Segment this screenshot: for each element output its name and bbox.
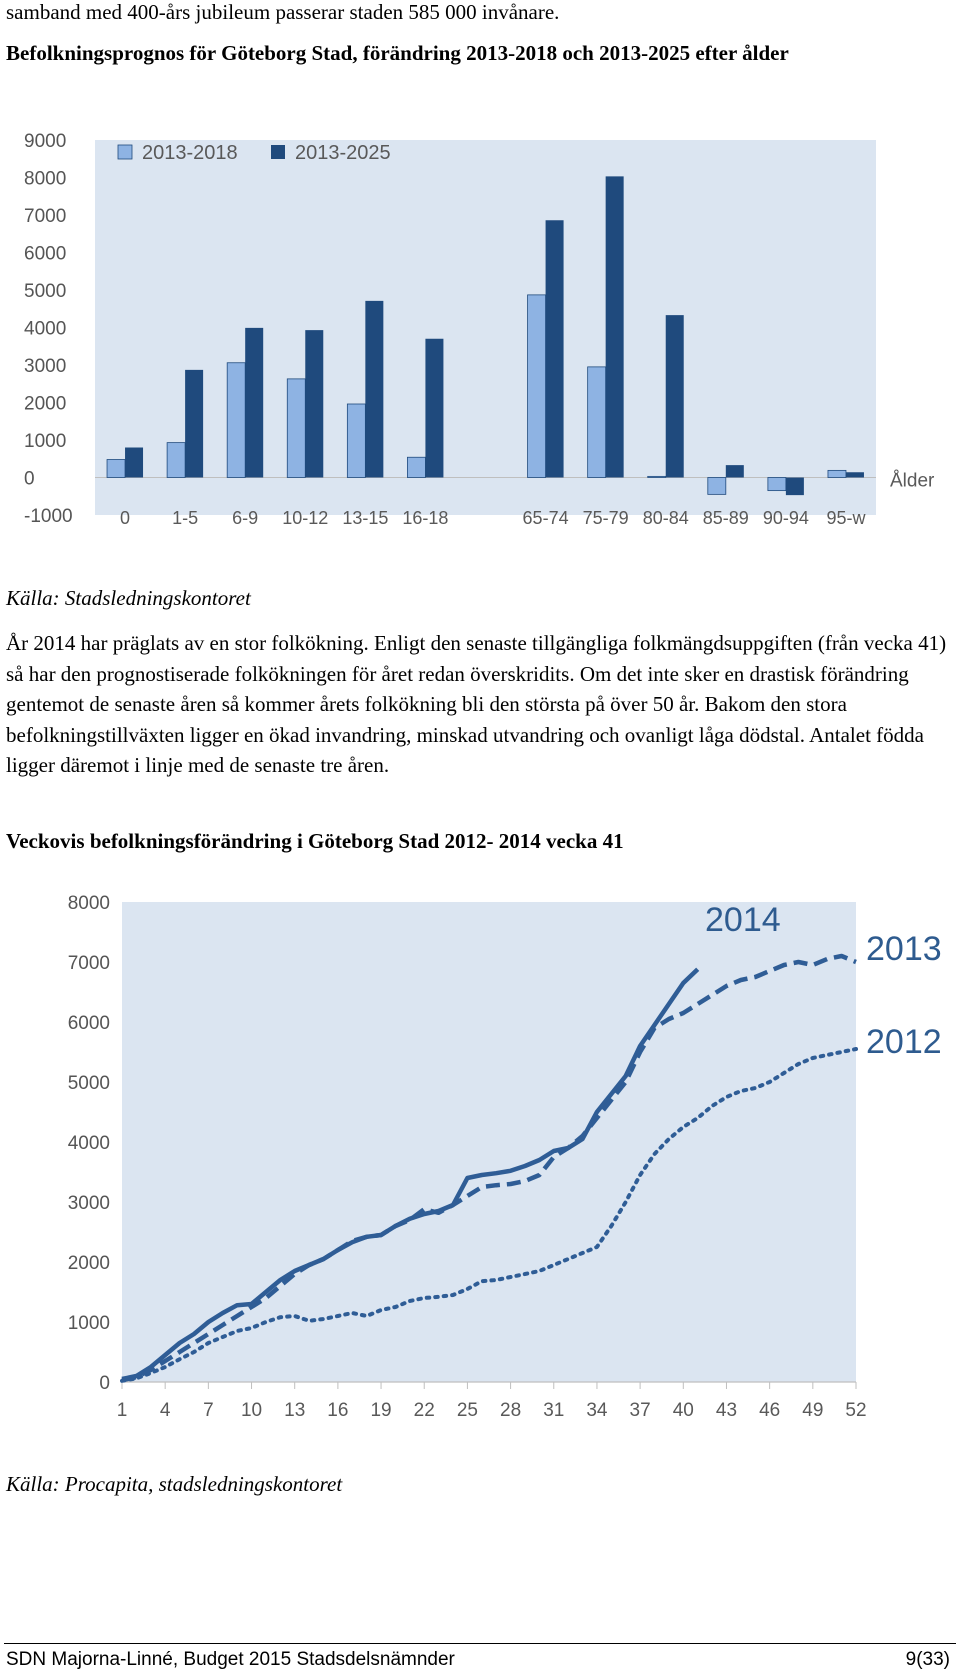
x-tick-label: 1 bbox=[117, 1400, 128, 1421]
x-tick-label: 10-12 bbox=[282, 508, 328, 528]
bar-2013-2018 bbox=[346, 403, 366, 478]
footer-left: SDN Majorna-Linné, Budget 2015 Stadsdels… bbox=[6, 1649, 455, 1670]
y-tick-label: 4000 bbox=[24, 319, 66, 340]
x-tick-label: 95-w bbox=[826, 508, 866, 528]
chart1-heading: Befolkningsprognos för Göteborg Stad, fö… bbox=[6, 41, 789, 65]
intro-fragment: samband med 400-års jubileum passerar st… bbox=[6, 0, 560, 24]
bar-2013-2018 bbox=[707, 477, 727, 495]
x-tick-label: 1-5 bbox=[172, 508, 198, 528]
x-tick-label: 65-74 bbox=[523, 508, 569, 528]
population-forecast-chart: 9000 8000 7000 6000 5000 4000 3000 2000 1000 0 -10… bbox=[24, 131, 935, 528]
x-tick-label: 25 bbox=[457, 1400, 478, 1421]
bar-2013-2025 bbox=[425, 338, 444, 478]
x-tick-label: 13-15 bbox=[342, 508, 388, 528]
y-tick-label: 8000 bbox=[68, 893, 110, 914]
series-label: 2014 bbox=[705, 901, 781, 939]
x-tick-label: 28 bbox=[500, 1400, 521, 1421]
series-line-2013 bbox=[121, 953, 857, 1383]
y-tick-label: 3000 bbox=[24, 356, 66, 377]
bar-2013-2018 bbox=[827, 469, 847, 478]
chart1-source: Källa: Stadsledningskontoret bbox=[6, 586, 251, 610]
y-tick-label: 9000 bbox=[24, 131, 66, 152]
x-tick-label: 16-18 bbox=[402, 508, 448, 528]
y-tick-label: 0 bbox=[24, 469, 35, 490]
x-tick-label: 37 bbox=[630, 1400, 651, 1421]
bar-2013-2018 bbox=[647, 475, 667, 478]
weekly-population-change-chart: 8000 7000 6000 5000 4000 3000 2000 1000 01 4 7 10 13… bbox=[68, 893, 942, 1421]
x-tick-label: 4 bbox=[160, 1400, 171, 1421]
bar-2013-2018 bbox=[106, 459, 126, 478]
y-tick-label: 4000 bbox=[68, 1133, 110, 1154]
bar-2013-2018 bbox=[166, 442, 186, 478]
x-tick-label: 43 bbox=[716, 1400, 737, 1421]
bar-2013-2018 bbox=[527, 294, 546, 478]
y-tick-label: 1000 bbox=[24, 431, 66, 452]
x-tick-label: 16 bbox=[327, 1400, 348, 1421]
chart2-heading: Veckovis befolkningsförändring i Götebor… bbox=[6, 829, 624, 853]
bar-2013-2025 bbox=[845, 472, 864, 478]
y-tick-label: 2000 bbox=[68, 1253, 110, 1274]
y-tick-label: 8000 bbox=[24, 169, 66, 190]
chart2-source: Källa: Procapita, stadsledningskontoret bbox=[6, 1472, 343, 1496]
x-tick-label: 40 bbox=[673, 1400, 694, 1421]
series-line-2014 bbox=[121, 967, 700, 1382]
y-tick-label: 0 bbox=[99, 1373, 110, 1394]
x-tick-label: 0 bbox=[120, 508, 130, 528]
bar-2013-2025 bbox=[125, 447, 144, 478]
x-tick-label: 13 bbox=[284, 1400, 305, 1421]
bar-2013-2025 bbox=[305, 330, 324, 478]
footer-rule bbox=[4, 1643, 956, 1644]
x-tick-label: 49 bbox=[802, 1400, 823, 1421]
y-tick-label: 2000 bbox=[24, 394, 66, 415]
y-tick-label: 5000 bbox=[68, 1073, 110, 1094]
x-tick-label: 7 bbox=[203, 1400, 214, 1421]
y-tick-label: 5000 bbox=[24, 281, 66, 302]
y-tick-label: 6000 bbox=[24, 244, 66, 265]
x-tick-label: 19 bbox=[370, 1400, 391, 1421]
bar-2013-2025 bbox=[725, 465, 744, 478]
bar-2013-2025 bbox=[245, 327, 264, 478]
legend-label: 2013-2018 bbox=[142, 142, 238, 164]
bar-2013-2018 bbox=[587, 366, 607, 478]
bar-2013-2025 bbox=[605, 176, 624, 478]
bar-2013-2018 bbox=[226, 362, 246, 478]
x-tick-label: 85-89 bbox=[703, 508, 749, 528]
x-tick-label: 34 bbox=[586, 1400, 608, 1421]
page-number: 9(33) bbox=[905, 1649, 950, 1670]
legend-swatch bbox=[271, 145, 285, 159]
x-tick-label: 31 bbox=[543, 1400, 564, 1421]
bar-2013-2018 bbox=[286, 378, 306, 478]
y-tick-label: 6000 bbox=[68, 1013, 110, 1034]
bar-2013-2025 bbox=[185, 369, 204, 478]
x-tick-label: 90-94 bbox=[763, 508, 809, 528]
y-tick-label: 7000 bbox=[68, 953, 110, 974]
x-tick-label: 22 bbox=[414, 1400, 435, 1421]
bar-2013-2025 bbox=[545, 220, 564, 478]
bar-2013-2018 bbox=[767, 477, 787, 492]
legend-swatch bbox=[117, 144, 133, 160]
x-tick-label: 52 bbox=[845, 1400, 866, 1421]
x-tick-label: 6-9 bbox=[232, 508, 258, 528]
x-tick-label: 10 bbox=[241, 1400, 262, 1421]
y-tick-label: 3000 bbox=[68, 1193, 110, 1214]
bar-2013-2025 bbox=[665, 315, 684, 478]
plot-area bbox=[122, 902, 856, 1382]
bar-2013-2025 bbox=[365, 300, 384, 478]
y-tick-label: 1000 bbox=[68, 1313, 110, 1334]
bar-2013-2018 bbox=[407, 456, 426, 478]
bar-2013-2025 bbox=[785, 477, 804, 496]
legend-label: 2013-2025 bbox=[295, 142, 391, 164]
x-axis-title: Ålder bbox=[890, 471, 935, 492]
series-label: 2012 bbox=[866, 1023, 942, 1061]
x-tick-label: 46 bbox=[759, 1400, 780, 1421]
body-paragraph: År 2014 har präglats av en stor folkökni… bbox=[6, 631, 947, 777]
y-tick-label: -1000 bbox=[24, 506, 73, 527]
x-tick-label: 75-79 bbox=[583, 508, 629, 528]
x-tick-label: 80-84 bbox=[643, 508, 689, 528]
y-tick-label: 7000 bbox=[24, 206, 66, 227]
plot-area bbox=[95, 140, 876, 515]
series-label: 2013 bbox=[866, 930, 942, 968]
